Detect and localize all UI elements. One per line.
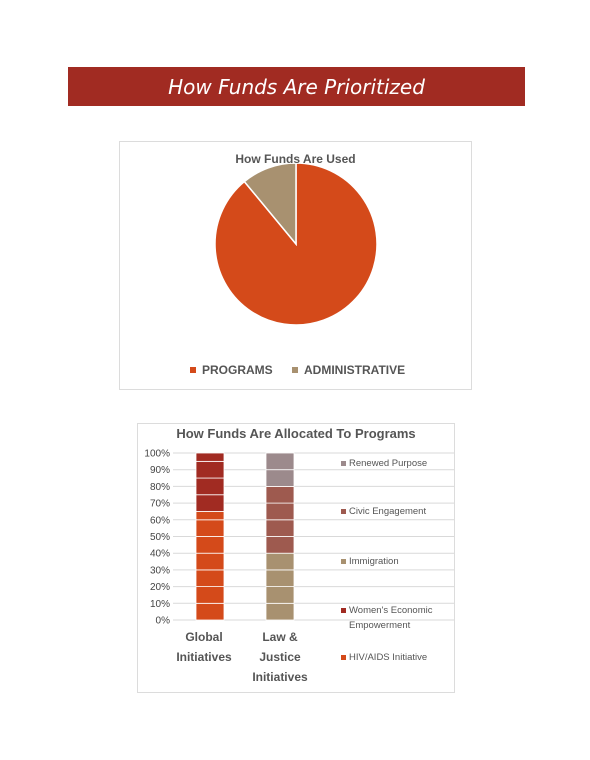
bar-block — [195, 519, 225, 537]
y-tick-label: 100% — [144, 449, 170, 460]
bar-block — [195, 586, 225, 604]
y-tick-label: 50% — [150, 532, 170, 543]
bar-legend-swatch — [341, 559, 346, 564]
bar-block — [195, 569, 225, 587]
stacked-bar-chart: 0% 10% 20% 30% 40% 50% 60% 70% 80% 90% 100% Global I… — [144, 449, 454, 684]
y-tick-label: 60% — [150, 515, 170, 526]
pie-legend-swatch — [292, 367, 298, 373]
bar-block — [265, 452, 295, 471]
bar-legend-item-civic-engagement: Civic Engagement — [341, 506, 426, 517]
x-category-label: Law & — [262, 630, 298, 644]
bar-legend-swatch — [341, 509, 346, 514]
bar-block — [195, 452, 225, 462]
bar-block — [265, 502, 295, 521]
y-tick-label: 10% — [150, 599, 170, 610]
y-tick-label: 0% — [156, 616, 171, 627]
bar-chart-card: How Funds Are Allocated To Programs 0% 10… — [137, 423, 455, 693]
y-tick-label: 30% — [150, 565, 170, 576]
page-banner: How Funds Are Prioritized — [68, 67, 525, 106]
bar-block — [195, 602, 225, 621]
x-category-label: Initiatives — [176, 650, 232, 664]
x-category-label: Justice — [259, 650, 301, 664]
x-category-label: Global — [185, 630, 222, 644]
bar-civic-engagement-2 — [265, 486, 295, 554]
bar-legend-label: Civic Engagement — [349, 506, 426, 517]
bar-block — [195, 460, 225, 479]
pie-slice-administrative — [243, 162, 297, 247]
bar-legend-swatch — [341, 461, 346, 466]
bar-renewed-purpose-2 — [265, 452, 295, 487]
bar-block — [265, 536, 295, 554]
pie-legend-item-programs: PROGRAMS — [190, 363, 273, 377]
bar-block — [265, 552, 295, 571]
bar-block — [195, 511, 225, 521]
bar-legend-label: Women's Economic Empowerment — [349, 605, 433, 631]
bar-block — [195, 552, 225, 571]
bar-legend-label: Immigration — [349, 556, 399, 567]
bar-block — [265, 469, 295, 487]
bar-block — [265, 519, 295, 537]
bar-legend-item-hiv-aids-initiative: HIV/AIDS Initiative — [341, 652, 427, 663]
y-tick-label: 40% — [150, 549, 170, 560]
bar-hiv-aids-initiative-1 — [195, 511, 225, 621]
bar-chart-title: How Funds Are Allocated To Programs — [176, 426, 416, 441]
bar-immigration-2 — [265, 552, 295, 621]
x-category-label: Initiatives — [252, 670, 308, 684]
bar-block — [265, 569, 295, 587]
y-tick-label: 70% — [150, 499, 170, 510]
pie-chart: PROGRAMS ADMINISTRATIVE — [190, 162, 405, 377]
bar-legend-item-renewed-purpose: Renewed Purpose — [341, 458, 427, 469]
y-tick-label: 20% — [150, 582, 170, 593]
y-tick-label: 90% — [150, 465, 170, 476]
pie-legend-label: ADMINISTRATIVE — [304, 363, 405, 377]
y-tick-label: 80% — [150, 482, 170, 493]
bar-legend-label: HIV/AIDS Initiative — [349, 652, 427, 663]
pie-legend-swatch — [190, 367, 196, 373]
bar-legend-label: Renewed Purpose — [349, 458, 427, 469]
bar-block — [265, 586, 295, 604]
bar-legend-swatch — [341, 608, 346, 613]
bar-women-s-economic-empowerment-1 — [195, 452, 225, 512]
bar-block — [195, 494, 225, 512]
bar-legend-swatch — [341, 655, 346, 660]
bar-legend-item-immigration: Immigration — [341, 556, 399, 567]
page-title: How Funds Are Prioritized — [168, 74, 425, 99]
pie-legend-item-administrative: ADMINISTRATIVE — [292, 363, 405, 377]
bar-block — [265, 602, 295, 621]
bar-block — [195, 536, 225, 554]
pie-legend-label: PROGRAMS — [202, 363, 273, 377]
pie-chart-card: How Funds Are Used PROGRAMS ADMINISTRATIV… — [119, 141, 472, 390]
bar-legend-item-women-s-economic-empowerment: Women's Economic Empowerment — [341, 605, 433, 631]
bar-block — [265, 486, 295, 504]
bar-block — [195, 477, 225, 496]
pie-chart-title: How Funds Are Used — [235, 152, 356, 166]
